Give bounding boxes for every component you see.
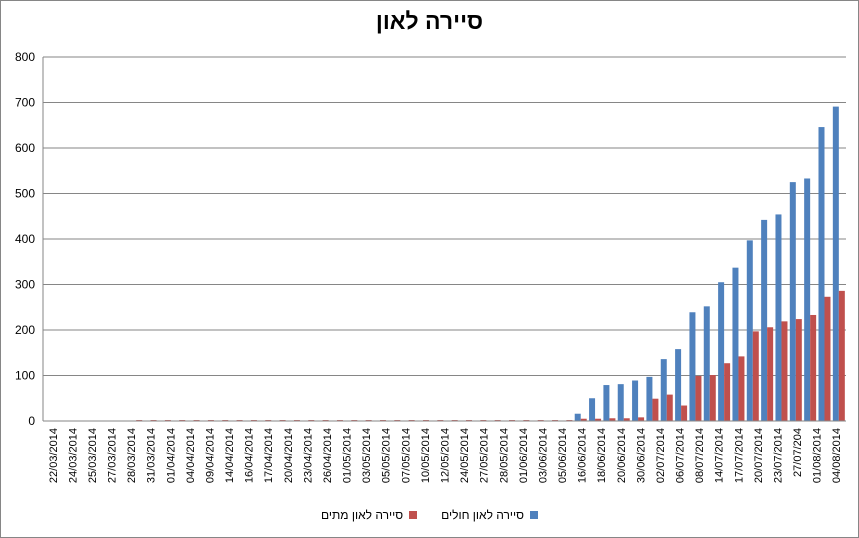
x-tick-label: 26/04/2014 xyxy=(322,428,334,483)
bar-deaths xyxy=(767,327,774,421)
x-tick-label: 27/07/204 xyxy=(792,428,804,477)
x-tick-label: 01/05/2014 xyxy=(342,428,354,483)
chart-title: סיירה לאון xyxy=(375,8,484,34)
y-tick-label: 800 xyxy=(15,50,35,64)
y-tick-label: 0 xyxy=(28,414,35,428)
bar-deaths xyxy=(824,296,831,421)
bar-deaths xyxy=(595,418,602,421)
x-tick-label: 06/07/2014 xyxy=(675,428,687,483)
bar-cases xyxy=(775,214,782,421)
bar-cases xyxy=(646,376,653,421)
x-tick-label: 01/08/2014 xyxy=(812,428,824,483)
bar-cases xyxy=(761,219,768,421)
x-tick-label: 12/05/2014 xyxy=(440,428,452,483)
bar-cases xyxy=(689,312,696,421)
x-tick-label: 27/03/2014 xyxy=(107,428,119,483)
x-tick-label: 14/07/2014 xyxy=(714,428,726,483)
x-tick-label: 28/03/2014 xyxy=(126,428,138,483)
bar-cases xyxy=(746,240,753,421)
x-tick-label: 10/05/2014 xyxy=(420,428,432,483)
bar-cases xyxy=(617,384,624,421)
x-tick-label: 27/05/2014 xyxy=(479,428,491,483)
bar-deaths xyxy=(652,398,659,421)
bar-cases xyxy=(732,267,739,421)
bar-cases xyxy=(589,398,596,421)
bar-cases xyxy=(660,359,667,421)
x-tick-label: 04/04/2014 xyxy=(185,428,197,483)
x-tick-label: 24/05/2014 xyxy=(459,428,471,483)
bar-deaths xyxy=(580,418,587,421)
bar-deaths xyxy=(838,290,845,421)
x-tick-label: 17/07/2014 xyxy=(733,428,745,483)
y-tick-label: 300 xyxy=(15,278,35,292)
legend-swatch-deaths xyxy=(409,511,418,519)
x-tick-label: 22/03/2014 xyxy=(48,428,60,483)
x-tick-label: 20/07/2014 xyxy=(753,428,765,483)
y-tick-label: 500 xyxy=(15,187,35,201)
x-tick-label: 20/06/2014 xyxy=(616,428,628,483)
x-tick-label: 01/04/2014 xyxy=(165,428,177,483)
x-tick-label: 16/06/2014 xyxy=(577,428,589,483)
x-tick-label: 07/05/2014 xyxy=(400,428,412,483)
x-tick-label: 16/04/2014 xyxy=(244,428,256,483)
bar-deaths xyxy=(781,321,788,421)
x-tick-label: 23/07/2014 xyxy=(772,428,784,483)
legend-item-deaths: סיירה לאון מתים xyxy=(320,508,418,522)
x-tick-label: 31/03/2014 xyxy=(146,428,158,483)
y-tick-label: 400 xyxy=(15,232,35,246)
legend-label-cases: סיירה לאון חולים xyxy=(441,508,525,522)
legend-item-cases: סיירה לאון חולים xyxy=(441,508,539,522)
y-tick-label: 600 xyxy=(15,141,35,155)
x-tick-label: 01/06/2014 xyxy=(518,428,530,483)
x-tick-label: 05/06/2014 xyxy=(557,428,569,483)
bar-deaths xyxy=(623,418,630,421)
bar-cases xyxy=(603,385,610,421)
x-tick-label: 30/06/2014 xyxy=(635,428,647,483)
x-tick-label: 25/03/2014 xyxy=(87,428,99,483)
bar-cases xyxy=(789,182,796,421)
x-tick-label: 14/04/2014 xyxy=(224,428,236,483)
x-tick-label: 24/03/2014 xyxy=(67,428,79,483)
bar-deaths xyxy=(810,314,817,421)
chart-legend: סיירה לאון חולים סיירה לאון מתים xyxy=(0,508,859,522)
x-tick-label: 03/05/2014 xyxy=(361,428,373,483)
legend-swatch-cases xyxy=(530,511,539,519)
x-tick-label: 28/05/2014 xyxy=(498,428,510,483)
bar-deaths xyxy=(709,375,716,421)
x-tick-label: 02/07/2014 xyxy=(655,428,667,483)
bar-deaths xyxy=(666,394,673,421)
x-tick-label: 20/04/2014 xyxy=(283,428,295,483)
bar-deaths xyxy=(638,417,645,421)
x-tick-label: 18/06/2014 xyxy=(596,428,608,483)
y-tick-label: 100 xyxy=(15,369,35,383)
bar-cases xyxy=(718,282,725,421)
bar-deaths xyxy=(724,363,731,421)
bar-deaths xyxy=(752,331,759,421)
x-tick-label: 17/04/2014 xyxy=(263,428,275,483)
bar-deaths xyxy=(795,319,802,421)
y-tick-label: 200 xyxy=(15,323,35,337)
x-tick-label: 05/05/2014 xyxy=(381,428,393,483)
bar-cases xyxy=(632,380,639,421)
bar-cases xyxy=(675,349,682,421)
bar-cases xyxy=(818,127,825,421)
bar-cases xyxy=(574,413,581,421)
x-tick-label: 03/06/2014 xyxy=(537,428,549,483)
bar-deaths xyxy=(695,375,702,421)
bar-deaths xyxy=(738,356,745,421)
bar-cases xyxy=(703,306,710,421)
bar-deaths xyxy=(609,418,616,421)
bar-cases xyxy=(832,106,839,421)
y-tick-label: 700 xyxy=(15,96,35,110)
x-tick-label: 04/08/2014 xyxy=(831,428,843,483)
x-tick-label: 08/07/2014 xyxy=(694,428,706,483)
x-tick-label: 23/04/2014 xyxy=(302,428,314,483)
bar-cases xyxy=(804,178,811,421)
legend-label-deaths: סיירה לאון מתים xyxy=(320,508,404,522)
x-tick-label: 09/04/2014 xyxy=(204,428,216,483)
bar-deaths xyxy=(681,405,688,421)
